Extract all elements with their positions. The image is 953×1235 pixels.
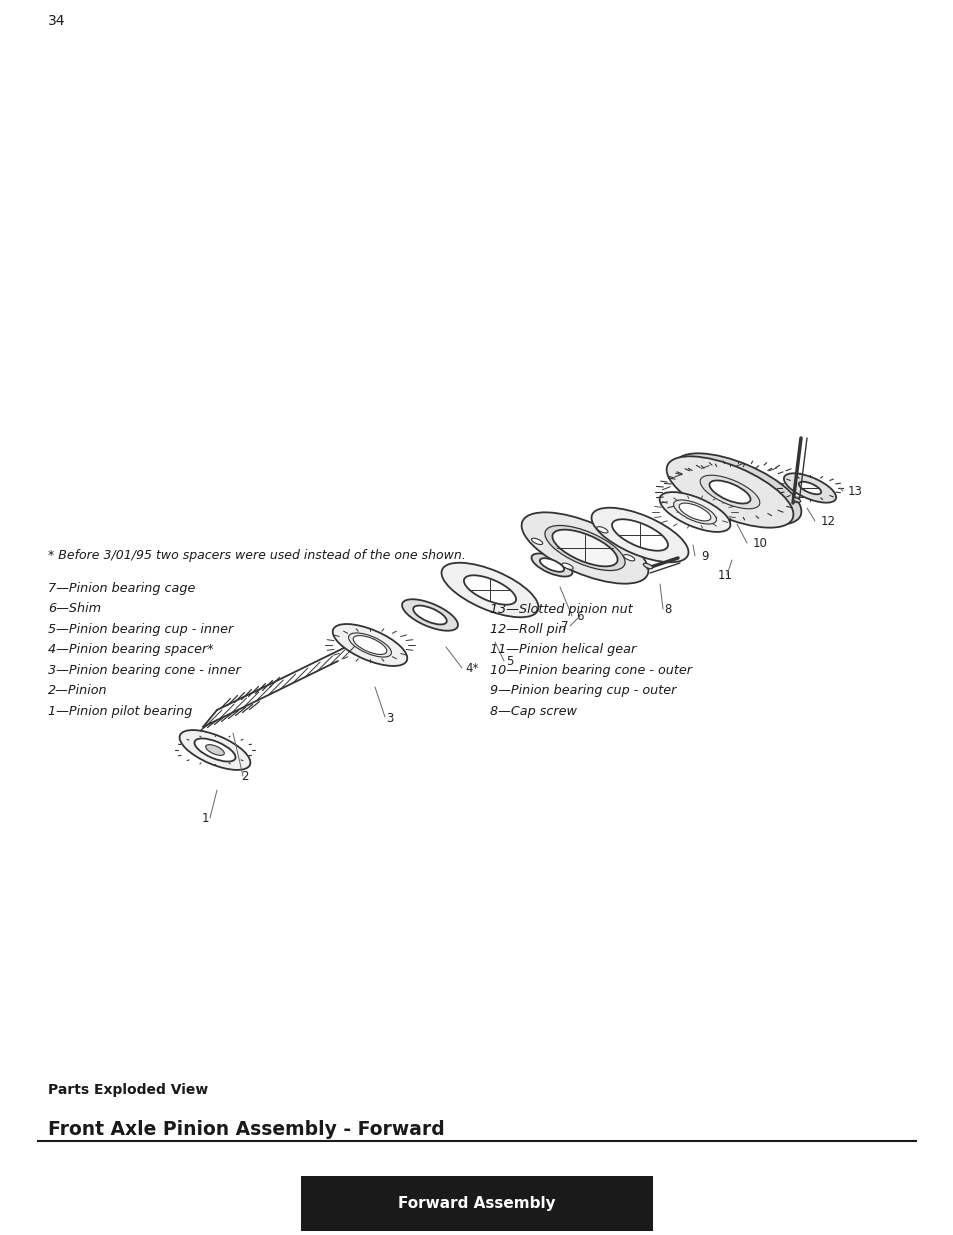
Text: 12: 12 <box>820 515 835 529</box>
Text: 5—Pinion bearing cup - inner: 5—Pinion bearing cup - inner <box>48 622 233 636</box>
Ellipse shape <box>539 558 563 572</box>
Ellipse shape <box>531 553 572 577</box>
Ellipse shape <box>333 624 407 666</box>
Text: 6—Shim: 6—Shim <box>48 603 101 615</box>
Text: 8—Cap screw: 8—Cap screw <box>490 705 577 718</box>
Ellipse shape <box>413 605 446 625</box>
Ellipse shape <box>591 508 688 562</box>
Text: Forward Assembly: Forward Assembly <box>397 1195 556 1212</box>
Text: 7—Pinion bearing cage: 7—Pinion bearing cage <box>48 582 195 595</box>
Ellipse shape <box>679 503 710 521</box>
Text: 2—Pinion: 2—Pinion <box>48 684 108 698</box>
Ellipse shape <box>700 475 759 509</box>
Ellipse shape <box>597 526 607 534</box>
Text: 10—Pinion bearing cone - outer: 10—Pinion bearing cone - outer <box>490 664 691 677</box>
Text: Front Axle Pinion Assembly - Forward: Front Axle Pinion Assembly - Forward <box>48 1120 444 1139</box>
Text: 11: 11 <box>717 569 732 582</box>
Ellipse shape <box>783 473 835 503</box>
Text: 9—Pinion bearing cup - outer: 9—Pinion bearing cup - outer <box>490 684 676 698</box>
Ellipse shape <box>544 525 624 571</box>
Text: 13—Slotted pinion nut: 13—Slotted pinion nut <box>490 603 632 615</box>
Text: 2: 2 <box>241 769 249 783</box>
Text: 10: 10 <box>752 537 766 550</box>
Text: 12—Roll pin: 12—Roll pin <box>490 622 566 636</box>
Text: Parts Exploded View: Parts Exploded View <box>48 1083 208 1097</box>
Text: 3—Pinion bearing cone - inner: 3—Pinion bearing cone - inner <box>48 664 240 677</box>
Text: 5: 5 <box>506 655 513 668</box>
Text: 1—Pinion pilot bearing: 1—Pinion pilot bearing <box>48 705 193 718</box>
Ellipse shape <box>674 453 801 525</box>
Ellipse shape <box>353 636 386 655</box>
Ellipse shape <box>206 745 224 756</box>
Ellipse shape <box>709 480 750 504</box>
Text: 11—Pinion helical gear: 11—Pinion helical gear <box>490 643 636 657</box>
Ellipse shape <box>623 555 634 561</box>
Ellipse shape <box>673 500 716 524</box>
Text: 4—Pinion bearing spacer*: 4—Pinion bearing spacer* <box>48 643 213 657</box>
Text: 4*: 4* <box>465 662 478 676</box>
Ellipse shape <box>353 636 386 655</box>
Ellipse shape <box>793 498 800 503</box>
Ellipse shape <box>521 513 648 584</box>
Ellipse shape <box>463 576 516 605</box>
Ellipse shape <box>531 538 542 545</box>
Bar <box>300 1176 653 1231</box>
Text: 7: 7 <box>560 620 568 634</box>
Text: 9: 9 <box>700 550 708 563</box>
Ellipse shape <box>552 530 617 567</box>
Ellipse shape <box>561 563 573 569</box>
Ellipse shape <box>194 739 235 762</box>
Ellipse shape <box>642 563 652 568</box>
Text: 13: 13 <box>846 485 862 498</box>
Ellipse shape <box>666 457 793 527</box>
Ellipse shape <box>612 519 667 551</box>
Text: 3: 3 <box>386 713 394 725</box>
Ellipse shape <box>441 563 537 618</box>
Text: 8: 8 <box>663 603 671 616</box>
Text: 6: 6 <box>576 610 583 622</box>
Ellipse shape <box>659 492 730 532</box>
Ellipse shape <box>401 599 457 631</box>
Text: * Before 3/01/95 two spacers were used instead of the one shown.: * Before 3/01/95 two spacers were used i… <box>48 550 465 562</box>
Ellipse shape <box>679 503 710 521</box>
Text: 34: 34 <box>48 14 66 28</box>
Text: 1: 1 <box>201 811 209 825</box>
Ellipse shape <box>348 634 391 657</box>
Ellipse shape <box>798 482 821 494</box>
Ellipse shape <box>179 730 251 769</box>
